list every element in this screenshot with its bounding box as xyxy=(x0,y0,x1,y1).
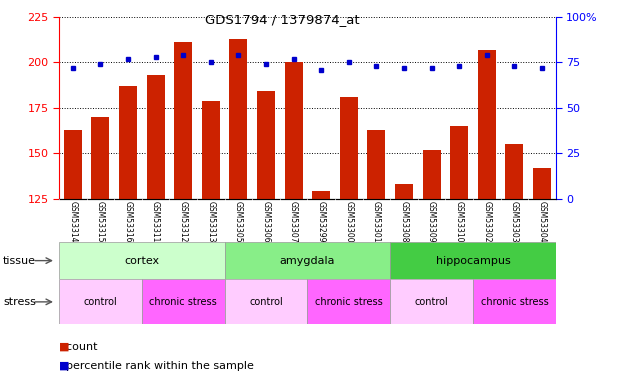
Text: GSM53305: GSM53305 xyxy=(234,201,243,243)
Bar xyxy=(225,242,390,279)
Text: GSM53300: GSM53300 xyxy=(344,201,353,243)
Text: GDS1794 / 1379874_at: GDS1794 / 1379874_at xyxy=(206,13,360,26)
Text: amygdala: amygdala xyxy=(279,256,335,266)
Text: hippocampus: hippocampus xyxy=(435,256,510,266)
Bar xyxy=(64,130,82,199)
Text: control: control xyxy=(415,297,448,307)
Bar xyxy=(307,279,390,324)
Text: GSM53315: GSM53315 xyxy=(96,201,105,242)
Text: GSM53307: GSM53307 xyxy=(289,201,298,243)
Bar xyxy=(257,92,275,199)
Bar xyxy=(59,279,142,324)
Text: chronic stress: chronic stress xyxy=(481,297,548,307)
Bar xyxy=(119,86,137,199)
Text: GSM53310: GSM53310 xyxy=(455,201,464,242)
Bar xyxy=(175,42,192,199)
Text: percentile rank within the sample: percentile rank within the sample xyxy=(59,361,254,370)
Bar xyxy=(91,117,109,199)
Text: GSM53303: GSM53303 xyxy=(510,201,519,243)
Bar xyxy=(450,126,468,199)
Bar xyxy=(395,184,413,199)
Text: GSM53309: GSM53309 xyxy=(427,201,436,243)
Text: GSM53301: GSM53301 xyxy=(372,201,381,242)
Bar xyxy=(225,279,307,324)
Text: GSM53308: GSM53308 xyxy=(399,201,409,242)
Bar xyxy=(423,150,440,199)
Bar xyxy=(340,97,358,199)
Text: ■: ■ xyxy=(59,342,70,352)
Text: count: count xyxy=(59,342,97,352)
Text: GSM53304: GSM53304 xyxy=(538,201,546,243)
Text: GSM53306: GSM53306 xyxy=(261,201,271,243)
Text: cortex: cortex xyxy=(124,256,160,266)
Bar xyxy=(142,279,225,324)
Text: control: control xyxy=(249,297,283,307)
Bar xyxy=(202,100,220,199)
Text: chronic stress: chronic stress xyxy=(315,297,383,307)
Bar xyxy=(390,279,473,324)
Bar xyxy=(284,62,302,199)
Bar xyxy=(59,242,225,279)
Text: tissue: tissue xyxy=(3,256,36,266)
Text: GSM53299: GSM53299 xyxy=(317,201,325,242)
Text: GSM53302: GSM53302 xyxy=(483,201,491,242)
Bar xyxy=(312,192,330,199)
Bar xyxy=(390,242,556,279)
Bar xyxy=(147,75,165,199)
Bar xyxy=(505,144,524,199)
Text: stress: stress xyxy=(3,297,36,307)
Text: GSM53312: GSM53312 xyxy=(179,201,188,242)
Bar xyxy=(473,279,556,324)
Text: ■: ■ xyxy=(59,361,70,370)
Text: GSM53311: GSM53311 xyxy=(151,201,160,242)
Bar xyxy=(229,39,247,199)
Text: chronic stress: chronic stress xyxy=(149,297,217,307)
Text: GSM53314: GSM53314 xyxy=(68,201,77,242)
Text: GSM53313: GSM53313 xyxy=(206,201,215,242)
Text: GSM53316: GSM53316 xyxy=(124,201,132,242)
Bar xyxy=(478,50,496,199)
Bar xyxy=(533,168,551,199)
Text: control: control xyxy=(83,297,117,307)
Bar xyxy=(368,130,386,199)
